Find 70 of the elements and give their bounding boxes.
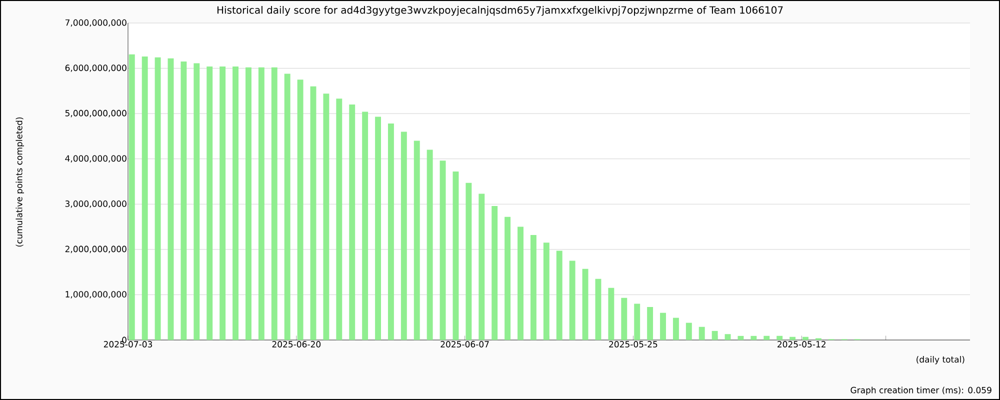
bar [504,216,511,340]
y-tick-label: 5,000,000,000 [65,110,126,118]
bar [802,336,808,340]
bar [323,94,330,340]
bar [764,336,770,340]
bar [271,67,278,340]
y-tick-label: 3,000,000,000 [65,200,126,208]
bar [556,250,562,340]
bar [569,260,576,340]
bar [180,61,187,340]
bar [400,132,407,340]
x-tick-label: 2025-06-20 [272,341,321,348]
bar [660,312,666,340]
y-tick-label: 2,000,000,000 [65,246,126,254]
bar [466,182,472,340]
text: Graph creation timer (ms): 0.059 [850,386,992,395]
bar [790,336,796,340]
x-tick-label: 2025-07-03 [104,341,152,348]
y-tick-label: 0 [122,336,126,344]
bar [310,86,316,340]
bar [375,116,381,340]
bar [128,54,135,340]
x-axis-title: (daily total) [916,356,964,364]
bar [142,56,148,340]
bar [738,336,744,340]
bar [492,206,498,340]
y-axis-title: (cumulative points completed) [16,117,24,247]
bar [362,112,368,340]
bar [440,160,446,340]
x-tick-label: 2025-06-07 [440,341,489,348]
y-tick-label: 7,000,000,000 [65,19,126,27]
bar [518,226,524,340]
bar [258,67,264,340]
y-tick-label: 6,000,000,000 [65,64,126,72]
bar [220,66,226,340]
bar [698,326,705,340]
y-tick-label: 1,000,000,000 [66,291,126,298]
bar [672,318,679,340]
bar [194,63,200,340]
bar [478,194,485,340]
bar [712,330,718,340]
bar [686,322,692,340]
bar [206,66,213,340]
bar [647,306,654,340]
bar [776,336,783,340]
bar [530,234,536,340]
chart-title: Historical daily score for ad4d3gyytge3wvzkpoyjecalnjqsdm65y7jamxxfxgelkivpj7opzjwnpzrme of Team 1066107 [217,6,783,16]
bar [621,298,628,340]
bar [246,67,252,340]
bar [543,242,550,340]
x-tick-label: 2025-05-25 [609,341,658,348]
x-tick-label: 2025-05-12 [778,341,826,348]
bar [724,334,731,340]
bar [336,98,342,340]
bar [414,140,420,340]
bar [284,74,290,340]
bar [168,58,174,340]
y-tick-label: 4,000,000,000 [65,155,126,163]
bar [750,336,757,340]
bar [426,150,433,340]
bar [349,104,356,340]
bar [154,57,161,340]
bar [582,268,588,340]
bar [595,278,602,340]
bar [608,288,614,340]
bar [634,304,640,340]
bar [388,124,394,340]
bar [452,172,459,340]
bar [232,66,239,340]
bar [297,80,304,340]
